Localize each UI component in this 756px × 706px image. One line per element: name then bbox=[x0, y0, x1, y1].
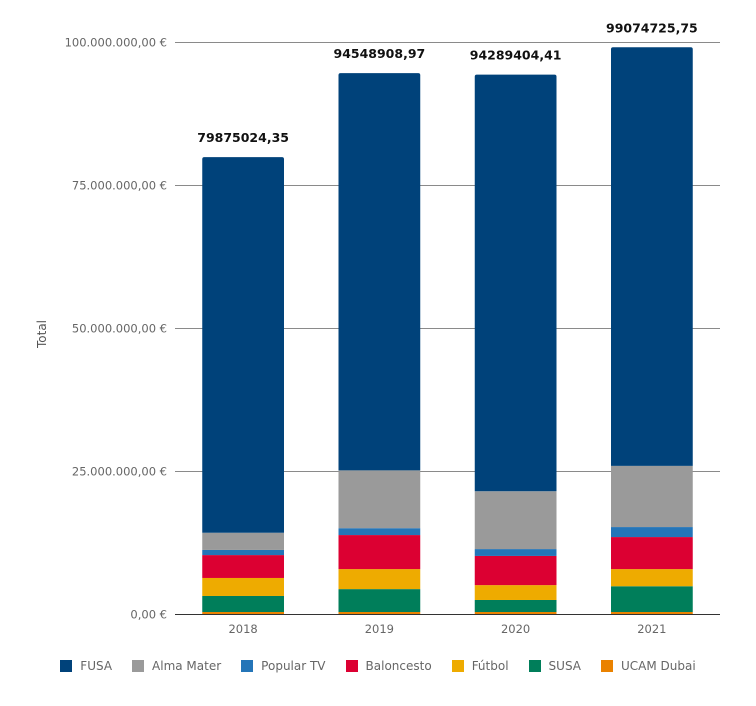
bar-segment-susa-2018[interactable] bbox=[202, 595, 284, 612]
bar-segment-futbol-2019[interactable] bbox=[338, 569, 421, 590]
legend-item-futbol[interactable]: Fútbol bbox=[451, 659, 509, 673]
y-tick-label: 25.000.000,00 € bbox=[72, 465, 167, 479]
y-tick-label: 0,00 € bbox=[130, 608, 167, 622]
legend-swatch-ucam-dubai bbox=[601, 660, 613, 672]
x-axis-ticks: 2018 2019 2020 2021 bbox=[228, 622, 666, 636]
legend-label: Popular TV bbox=[261, 659, 326, 673]
legend-label: Alma Mater bbox=[152, 659, 222, 673]
bar-segment-alma-mater-2020[interactable] bbox=[474, 491, 557, 550]
bar-segment-baloncesto-2020[interactable] bbox=[474, 555, 557, 586]
legend-item-baloncesto[interactable]: Baloncesto bbox=[345, 659, 432, 673]
legend-swatch-baloncesto bbox=[345, 660, 358, 672]
bar-segment-alma-mater-2021[interactable] bbox=[611, 465, 693, 528]
total-label: 94289404,41 bbox=[470, 48, 562, 63]
legend-item-ucam-dubai[interactable]: UCAM Dubai bbox=[601, 659, 696, 673]
bar-segment-fusa-2019[interactable] bbox=[338, 73, 421, 471]
y-axis-ticks: 0,00 € 25.000.000,00 € 50.000.000,00 € 75.0… bbox=[65, 36, 167, 622]
x-tick-label: 2020 bbox=[501, 622, 530, 636]
bar-segment-fusa-2020[interactable] bbox=[474, 74, 557, 492]
legend-swatch-fusa bbox=[60, 660, 73, 672]
legend: FUSA Alma Mater Popular TV Baloncesto Fú… bbox=[0, 656, 756, 676]
y-tick-label: 75.000.000,00 € bbox=[72, 179, 167, 193]
bar-segment-fusa-2018[interactable] bbox=[202, 157, 284, 533]
x-tick-label: 2018 bbox=[228, 622, 257, 636]
bar-segment-futbol-2021[interactable] bbox=[611, 569, 693, 587]
bar-stack-2019 bbox=[338, 73, 421, 614]
legend-label: SUSA bbox=[548, 659, 581, 673]
total-label: 94548908,97 bbox=[334, 46, 426, 61]
legend-swatch-alma-mater bbox=[132, 660, 145, 672]
bar-segment-popular-tv-2020[interactable] bbox=[474, 549, 557, 556]
total-labels: 79875024,35 94548908,97 94289404,41 9907472… bbox=[197, 20, 697, 145]
bar-stack-2021 bbox=[611, 47, 693, 614]
bar-segment-futbol-2018[interactable] bbox=[202, 577, 284, 596]
y-tick-label: 50.000.000,00 € bbox=[72, 322, 167, 336]
bar-segment-alma-mater-2019[interactable] bbox=[338, 470, 421, 529]
legend-item-susa[interactable]: SUSA bbox=[528, 659, 581, 673]
legend-label: FUSA bbox=[80, 659, 113, 673]
bar-segment-futbol-2020[interactable] bbox=[474, 585, 557, 600]
bar-segment-popular-tv-2021[interactable] bbox=[611, 527, 693, 538]
bar-segment-susa-2019[interactable] bbox=[338, 589, 421, 612]
bar-segment-baloncesto-2019[interactable] bbox=[338, 535, 421, 570]
legend-swatch-susa bbox=[528, 660, 541, 672]
bar-segment-baloncesto-2018[interactable] bbox=[202, 555, 284, 578]
bar-segment-ucam-dubai-2020[interactable] bbox=[474, 611, 557, 614]
legend-swatch-popular-tv bbox=[241, 660, 254, 672]
total-label: 99074725,75 bbox=[606, 20, 698, 35]
bar-segment-baloncesto-2021[interactable] bbox=[611, 537, 693, 570]
bar-segment-ucam-dubai-2018[interactable] bbox=[202, 611, 284, 614]
bar-segment-fusa-2021[interactable] bbox=[611, 47, 693, 466]
bar-segment-ucam-dubai-2021[interactable] bbox=[611, 611, 693, 614]
bar-segment-ucam-dubai-2019[interactable] bbox=[338, 611, 421, 614]
legend-label: UCAM Dubai bbox=[621, 659, 696, 673]
total-label: 79875024,35 bbox=[197, 130, 289, 145]
bar-segment-susa-2021[interactable] bbox=[611, 586, 693, 612]
y-axis-title: Total bbox=[35, 320, 49, 349]
bars bbox=[202, 47, 693, 614]
bar-stack-2020 bbox=[474, 74, 557, 614]
bar-segment-popular-tv-2019[interactable] bbox=[338, 528, 421, 536]
bar-stack-2018 bbox=[202, 157, 284, 614]
legend-label: Baloncesto bbox=[365, 659, 432, 673]
bar-segment-alma-mater-2018[interactable] bbox=[202, 532, 284, 550]
x-tick-label: 2021 bbox=[637, 622, 666, 636]
legend-label: Fútbol bbox=[471, 659, 509, 673]
bar-segment-popular-tv-2018[interactable] bbox=[202, 549, 284, 556]
legend-swatch-futbol bbox=[451, 660, 464, 672]
legend-item-fusa[interactable]: FUSA bbox=[60, 659, 112, 673]
bar-segment-susa-2020[interactable] bbox=[474, 599, 557, 612]
legend-item-alma-mater[interactable]: Alma Mater bbox=[132, 659, 221, 673]
legend-item-popular-tv[interactable]: Popular TV bbox=[241, 659, 326, 673]
x-tick-label: 2019 bbox=[365, 622, 394, 636]
y-tick-label: 100.000.000,00 € bbox=[65, 36, 167, 50]
